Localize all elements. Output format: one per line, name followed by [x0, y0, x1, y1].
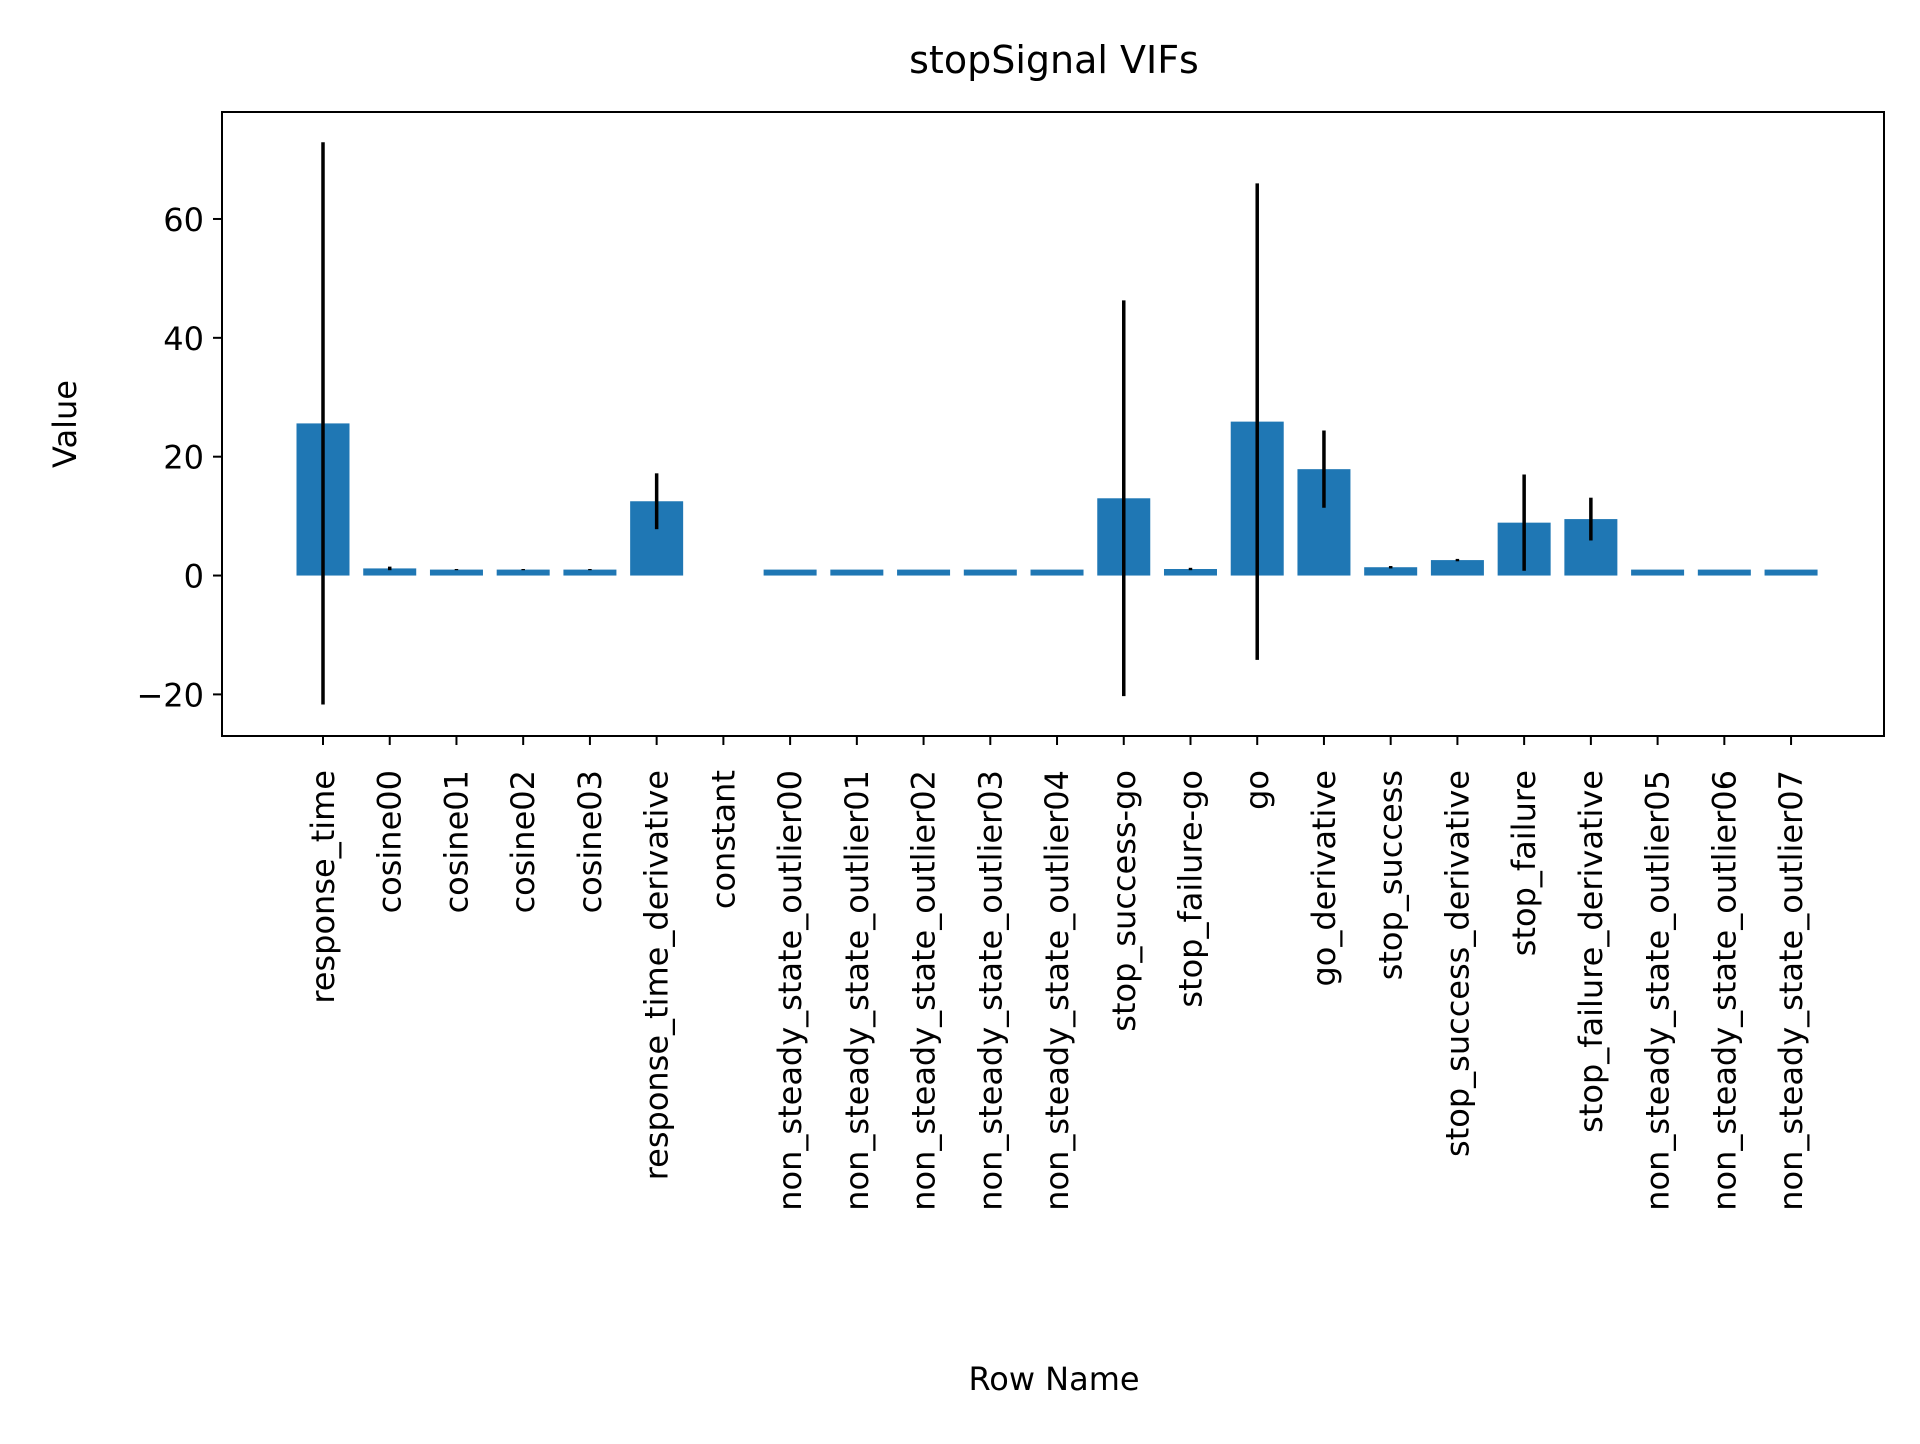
x-tick-label: response_time: [304, 770, 342, 1004]
bar: [763, 569, 817, 576]
bar: [1364, 567, 1418, 576]
x-tick-label: stop_failure-go: [1171, 770, 1209, 1008]
x-tick-label: cosine00: [371, 770, 409, 913]
bar: [897, 569, 951, 576]
x-tick-label: stop_failure_derivative: [1572, 770, 1610, 1133]
bar: [563, 569, 617, 576]
x-tick-label: non_steady_state_outlier06: [1705, 770, 1743, 1211]
chart-title: stopSignal VIFs: [909, 38, 1199, 82]
x-tick-label: non_steady_state_outlier05: [1639, 770, 1677, 1211]
y-tick-label: −20: [136, 676, 204, 714]
x-axis-label: Row Name: [968, 1360, 1139, 1398]
bar: [1430, 560, 1484, 576]
bar: [363, 568, 417, 576]
x-tick-label: go_derivative: [1305, 770, 1343, 987]
x-tick-label: stop_success: [1372, 770, 1410, 980]
y-tick-label: 40: [163, 320, 204, 358]
x-tick-label: go: [1238, 770, 1276, 810]
bar: [429, 569, 483, 576]
x-tick-label: stop_success_derivative: [1438, 770, 1476, 1157]
x-tick-label: non_steady_state_outlier07: [1772, 770, 1810, 1211]
bar: [496, 569, 550, 576]
x-tick-label: response_time_derivative: [638, 770, 676, 1180]
x-tick-label: non_steady_state_outlier04: [1038, 770, 1076, 1211]
y-tick-label: 0: [184, 558, 204, 596]
bar: [1697, 569, 1751, 576]
x-axis: response_time cosine00 cosine01 cosine02 cos…: [304, 736, 1810, 1211]
bar: [1764, 569, 1818, 576]
bar: [1631, 569, 1685, 576]
x-tick-label: cosine03: [571, 770, 609, 913]
bar: [830, 569, 884, 576]
x-tick-label: stop_failure: [1505, 770, 1543, 956]
x-tick-label: non_steady_state_outlier03: [971, 770, 1009, 1211]
y-tick-label: 20: [163, 439, 204, 477]
y-axis: −20 0 20 40 60: [136, 201, 222, 714]
x-tick-label: cosine02: [504, 770, 542, 913]
bar: [1030, 569, 1084, 576]
y-tick-label: 60: [163, 201, 204, 239]
bar: [963, 569, 1017, 576]
plot-frame: [221, 111, 1885, 737]
plot-marks: [296, 142, 1818, 705]
x-tick-label: cosine01: [437, 770, 475, 913]
y-axis-label: Value: [46, 380, 84, 468]
x-tick-label: stop_success-go: [1105, 770, 1143, 1032]
x-tick-label: constant: [704, 770, 742, 909]
bar: [1163, 569, 1217, 576]
x-tick-label: non_steady_state_outlier02: [905, 770, 943, 1211]
x-tick-label: non_steady_state_outlier01: [838, 770, 876, 1211]
x-tick-label: non_steady_state_outlier00: [771, 770, 809, 1211]
